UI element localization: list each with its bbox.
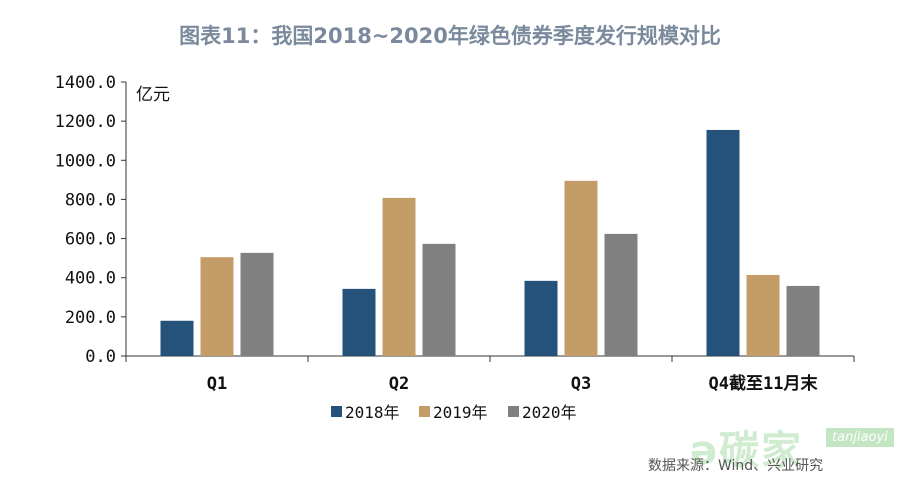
x-tick-label: Q2 [389,374,409,394]
bar-2020年-Q4截至11月末 [786,285,820,356]
y-tick-label: 1200.0 [55,112,116,132]
bar-2019年-Q1 [200,257,234,356]
legend-label: 2019年 [433,403,488,422]
bar-2020年-Q2 [422,243,456,356]
bar-2018年-Q4截至11月末 [706,129,740,356]
source-note: 数据来源：Wind、兴业研究 [648,458,824,474]
chart-title: 图表11：我国2018~2020年绿色债券季度发行规模对比 [179,24,721,48]
bar-2018年-Q3 [524,280,558,356]
bar-2019年-Q4截至11月末 [746,274,780,356]
y-tick-label: 400.0 [65,269,116,289]
y-tick-label: 800.0 [65,190,116,210]
x-tick-label: Q1 [207,374,227,394]
x-tick-label: Q3 [571,374,591,394]
legend-swatch-2019年 [419,406,430,417]
y-tick-label: 1400.0 [55,73,116,93]
legend-label: 2020年 [522,403,577,422]
bar-2020年-Q3 [604,233,638,356]
y-axis-unit: 亿元 [136,85,170,105]
legend-swatch-2020年 [508,406,519,417]
y-tick-label: 0.0 [85,347,116,367]
bar-2018年-Q1 [160,320,194,356]
legend-label: 2018年 [345,403,400,422]
y-tick-label: 1000.0 [55,151,116,171]
bar-2020年-Q1 [240,252,274,356]
legend-swatch-2018年 [331,406,342,417]
bar-2019年-Q3 [564,180,598,356]
bar-2018年-Q2 [342,288,376,356]
watermark-site: tanjiaoyi [826,428,894,447]
x-tick-label: Q4截至11月末 [709,373,819,394]
y-tick-label: 600.0 [65,230,116,250]
bar-2019年-Q2 [382,197,416,356]
y-tick-label: 200.0 [65,308,116,328]
watermark-logo: ə碳家 [690,428,804,474]
